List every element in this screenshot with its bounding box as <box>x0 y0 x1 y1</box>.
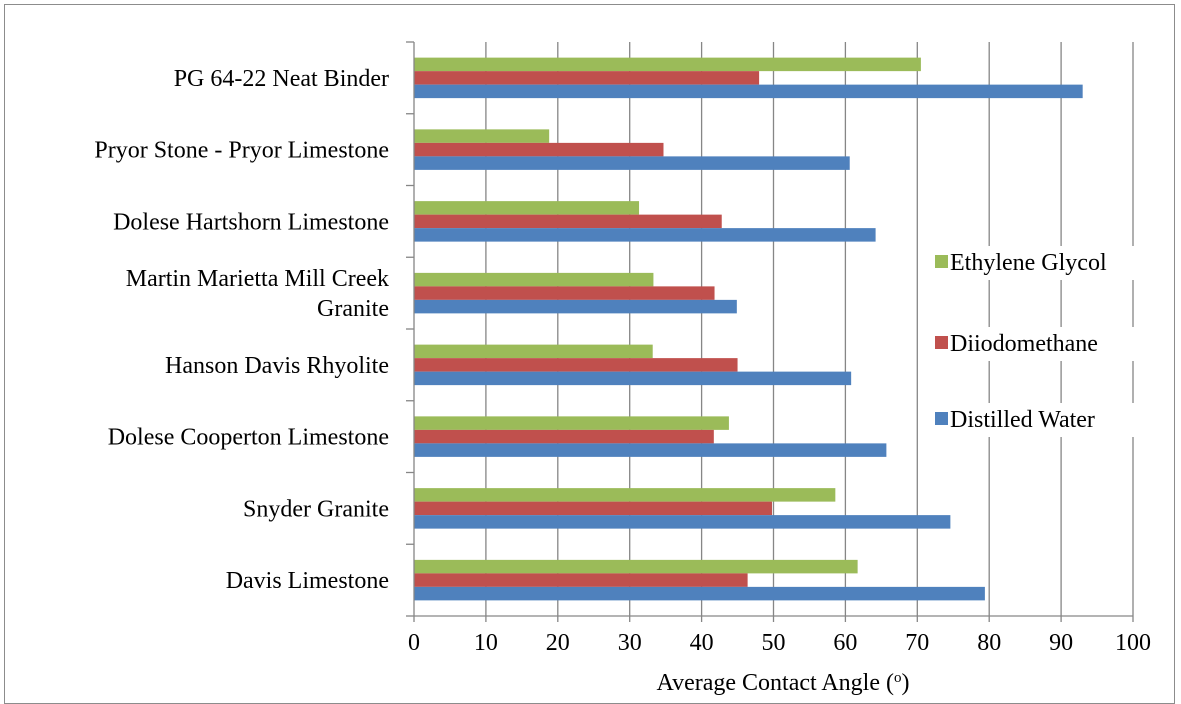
bar <box>414 201 640 215</box>
x-tick-label: 50 <box>762 630 786 656</box>
x-tick-labels: 0 10 20 30 40 50 60 70 80 90 100 <box>408 630 1151 656</box>
x-tick-label: 60 <box>833 630 857 656</box>
x-tick-label: 20 <box>546 630 570 656</box>
x-axis-label: Average Contact Angle (o) <box>657 670 910 696</box>
bar <box>414 443 887 457</box>
bar <box>414 57 921 72</box>
category-label: Snyder Granite <box>243 496 389 522</box>
bar <box>414 501 773 516</box>
x-axis-label-sup: o <box>894 670 902 686</box>
category-label: PG 64-22 Neat Binder <box>174 66 389 92</box>
bar <box>414 488 836 502</box>
legend: Ethylene Glycol Diiodomethane Distilled Wa… <box>932 246 1172 437</box>
x-tick-label: 100 <box>1115 630 1151 656</box>
x-tick-label: 80 <box>977 630 1001 656</box>
bars <box>414 57 1083 601</box>
axes <box>406 41 1134 622</box>
bar <box>414 71 760 85</box>
category-label: Davis Limestone <box>226 568 389 594</box>
x-tick-label: 30 <box>618 630 642 656</box>
legend-item-bg <box>932 246 1172 280</box>
x-axis-label-main: Average Contact Angle ( <box>657 670 894 696</box>
bar <box>414 214 722 229</box>
legend-item-bg <box>932 327 1172 361</box>
bar <box>414 416 729 430</box>
x-axis-label-end: ) <box>901 670 909 696</box>
bar <box>414 586 985 601</box>
bar <box>414 129 550 143</box>
legend-label: Diiodomethane <box>950 331 1098 357</box>
x-tick-label: 90 <box>1049 630 1073 656</box>
category-label: Martin Marietta Mill Creek Granite <box>126 266 389 322</box>
legend-label: Ethylene Glycol <box>950 250 1107 276</box>
category-label: Dolese Cooperton Limestone <box>108 425 389 451</box>
bar <box>414 299 737 314</box>
category-labels: PG 64-22 Neat Binder Pryor Stone - Pryor … <box>94 66 389 594</box>
bar <box>414 344 653 359</box>
bar <box>414 156 850 170</box>
bar <box>414 358 738 372</box>
category-label: Hanson Davis Rhyolite <box>165 353 389 379</box>
bar <box>414 228 876 242</box>
bar <box>414 286 715 300</box>
bar <box>414 559 858 574</box>
category-label: Pryor Stone - Pryor Limestone <box>94 138 389 164</box>
bar <box>414 272 654 287</box>
bar <box>414 84 1083 99</box>
legend-swatch <box>935 412 948 425</box>
category-label: Dolese Hartshorn Limestone <box>113 209 389 235</box>
legend-item-bg <box>932 403 1172 437</box>
legend-swatch <box>935 336 948 349</box>
bar <box>414 573 748 587</box>
bar <box>414 371 852 386</box>
bar <box>414 142 664 157</box>
x-tick-label: 10 <box>474 630 498 656</box>
bar <box>414 515 951 529</box>
legend-label: Distilled Water <box>950 407 1095 433</box>
legend-swatch <box>935 255 948 268</box>
bar <box>414 429 714 444</box>
x-tick-label: 70 <box>905 630 929 656</box>
x-tick-label: 40 <box>690 630 714 656</box>
x-tick-label: 0 <box>408 630 420 656</box>
